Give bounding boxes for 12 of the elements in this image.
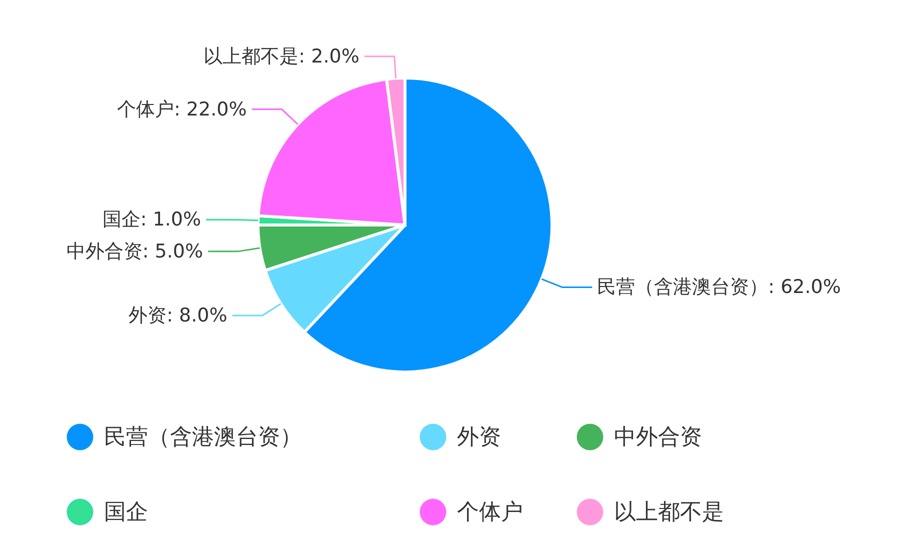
legend-label: 个体户 bbox=[457, 500, 523, 525]
legend-label: 国企 bbox=[104, 500, 148, 525]
data-label: 民营（含港澳台资）: 62.0% bbox=[597, 276, 841, 298]
legend-label: 民营（含港澳台资） bbox=[104, 425, 302, 450]
data-label: 以上都不是: 2.0% bbox=[204, 45, 360, 68]
data-label: 国企: 1.0% bbox=[102, 208, 202, 231]
legend-label: 外资 bbox=[457, 425, 501, 450]
legend-label: 以上都不是 bbox=[614, 500, 724, 525]
legend-label: 中外合资 bbox=[614, 425, 702, 450]
data-label: 中外合资: 5.0% bbox=[66, 240, 204, 262]
data-label: 外资: 8.0% bbox=[128, 304, 228, 327]
data-label: 个体户: 22.0% bbox=[116, 98, 247, 120]
